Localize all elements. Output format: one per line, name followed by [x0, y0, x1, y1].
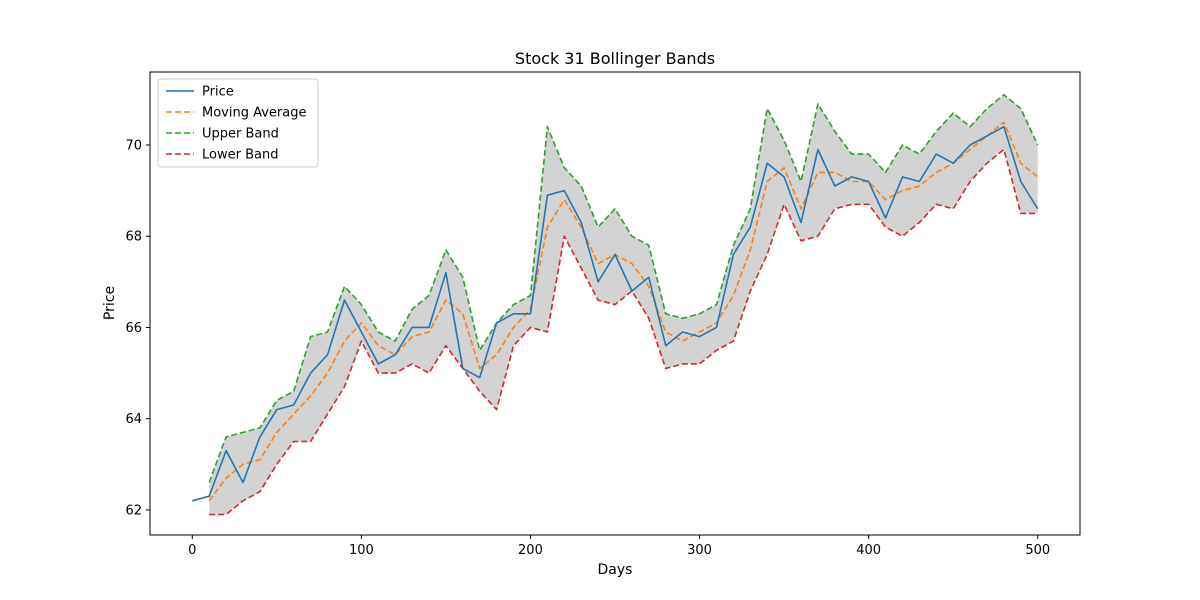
x-tick-label: 200: [518, 543, 543, 558]
series-line-moving-average: [208, 121, 1039, 502]
x-tick-label: 100: [349, 543, 374, 558]
y-tick-label: 66: [125, 321, 142, 336]
x-tick-label: 500: [1025, 543, 1050, 558]
legend-label-price: Price: [202, 85, 234, 100]
band-layer: [209, 94, 1038, 515]
x-tick-label: 300: [687, 543, 712, 558]
y-tick-label: 68: [125, 230, 142, 245]
series-line-upper-band: [208, 94, 1039, 483]
legend-box: [157, 78, 319, 168]
y-tick-label: 64: [125, 412, 142, 427]
y-axis-ticks: 62 64 66 68 70: [125, 138, 150, 518]
legend-label-moving-average: Moving Average: [202, 106, 306, 121]
series-line-price: [192, 125, 1039, 502]
series-line-lower-band: [209, 148, 1038, 516]
x-tick-label: 400: [856, 543, 881, 558]
legend-label-lower-band: Lower Band: [202, 148, 278, 163]
x-axis-ticks: 0 100 200 300 400 500: [188, 535, 1050, 558]
x-axis-label: Days: [598, 562, 633, 578]
chart-title: Stock 31 Bollinger Bands: [515, 49, 715, 68]
y-tick-label: 62: [125, 503, 142, 518]
series-layer: [192, 94, 1039, 516]
y-tick-label: 70: [125, 138, 142, 153]
legend: Price Moving Average Upper Band Lower Band: [157, 78, 319, 168]
band-fill: [209, 94, 1038, 515]
plot-frame: [149, 71, 1081, 536]
y-axis-label: Price: [102, 286, 118, 320]
legend-label-upper-band: Upper Band: [202, 127, 279, 142]
x-tick-label: 0: [188, 543, 196, 558]
